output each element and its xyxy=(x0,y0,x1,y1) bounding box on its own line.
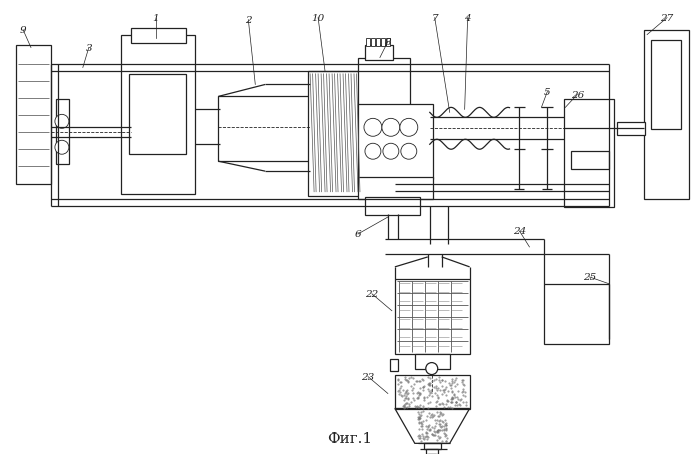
Text: 9: 9 xyxy=(20,26,27,35)
Bar xyxy=(415,354,449,369)
Bar xyxy=(365,197,420,216)
Bar xyxy=(218,97,313,162)
Circle shape xyxy=(401,144,416,160)
Bar xyxy=(371,39,375,46)
Circle shape xyxy=(55,115,69,129)
Text: 8: 8 xyxy=(384,38,391,47)
Bar xyxy=(366,39,370,46)
Text: 10: 10 xyxy=(312,14,325,23)
Bar xyxy=(644,30,689,200)
Bar xyxy=(120,35,195,195)
Circle shape xyxy=(382,119,400,137)
Circle shape xyxy=(55,141,69,155)
Text: 23: 23 xyxy=(361,372,374,381)
Text: 22: 22 xyxy=(365,290,379,298)
Text: 5: 5 xyxy=(544,88,551,97)
Bar xyxy=(381,39,385,46)
Text: 24: 24 xyxy=(513,227,526,236)
Text: 7: 7 xyxy=(431,14,438,23)
Bar xyxy=(16,46,51,185)
Bar xyxy=(571,152,609,170)
Bar xyxy=(131,29,186,44)
Bar xyxy=(129,75,186,155)
Text: 1: 1 xyxy=(153,14,159,23)
Bar xyxy=(426,450,438,454)
Bar xyxy=(428,454,435,455)
Text: 25: 25 xyxy=(582,273,596,282)
Circle shape xyxy=(383,144,399,160)
Text: 27: 27 xyxy=(660,14,673,23)
Circle shape xyxy=(426,363,438,375)
Bar xyxy=(56,100,69,165)
Bar xyxy=(358,58,409,108)
Bar xyxy=(545,284,609,344)
Bar xyxy=(651,40,681,130)
Bar xyxy=(617,123,645,136)
Bar xyxy=(358,105,433,180)
Bar xyxy=(564,100,614,207)
Bar xyxy=(395,279,470,354)
Bar xyxy=(395,375,470,410)
Circle shape xyxy=(400,119,418,137)
Text: Фиг.1: Фиг.1 xyxy=(328,431,372,445)
Text: 3: 3 xyxy=(85,44,92,53)
Bar xyxy=(386,39,390,46)
Bar xyxy=(358,178,433,200)
Text: 6: 6 xyxy=(355,230,361,239)
Circle shape xyxy=(365,144,381,160)
Bar xyxy=(376,39,380,46)
Circle shape xyxy=(364,119,382,137)
Bar xyxy=(424,443,441,450)
Bar xyxy=(308,72,366,197)
Text: 26: 26 xyxy=(570,91,584,100)
Text: 4: 4 xyxy=(464,14,471,23)
Text: 2: 2 xyxy=(245,16,251,25)
Bar xyxy=(365,46,393,61)
Bar xyxy=(390,359,398,371)
